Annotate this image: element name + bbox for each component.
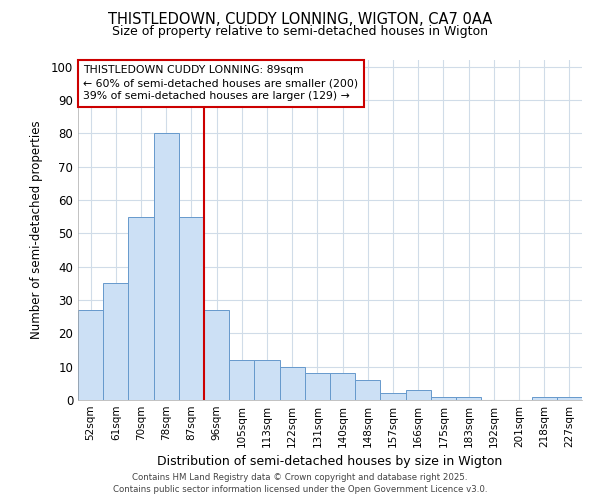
Bar [229, 360, 254, 400]
Bar [330, 374, 355, 400]
Bar [431, 396, 456, 400]
Bar [355, 380, 380, 400]
Bar [305, 374, 330, 400]
Bar [280, 366, 305, 400]
Text: Size of property relative to semi-detached houses in Wigton: Size of property relative to semi-detach… [112, 25, 488, 38]
Bar [557, 396, 582, 400]
X-axis label: Distribution of semi-detached houses by size in Wigton: Distribution of semi-detached houses by … [157, 456, 503, 468]
Bar [154, 134, 179, 400]
Bar [179, 216, 204, 400]
Bar [380, 394, 406, 400]
Bar [78, 310, 103, 400]
Bar [456, 396, 481, 400]
Bar [406, 390, 431, 400]
Bar [254, 360, 280, 400]
Text: Contains HM Land Registry data © Crown copyright and database right 2025.
Contai: Contains HM Land Registry data © Crown c… [113, 473, 487, 494]
Bar [204, 310, 229, 400]
Text: THISTLEDOWN CUDDY LONNING: 89sqm
← 60% of semi-detached houses are smaller (200): THISTLEDOWN CUDDY LONNING: 89sqm ← 60% o… [83, 65, 358, 102]
Bar [128, 216, 154, 400]
Text: THISTLEDOWN, CUDDY LONNING, WIGTON, CA7 0AA: THISTLEDOWN, CUDDY LONNING, WIGTON, CA7 … [108, 12, 492, 26]
Y-axis label: Number of semi-detached properties: Number of semi-detached properties [29, 120, 43, 340]
Bar [103, 284, 128, 400]
Bar [532, 396, 557, 400]
